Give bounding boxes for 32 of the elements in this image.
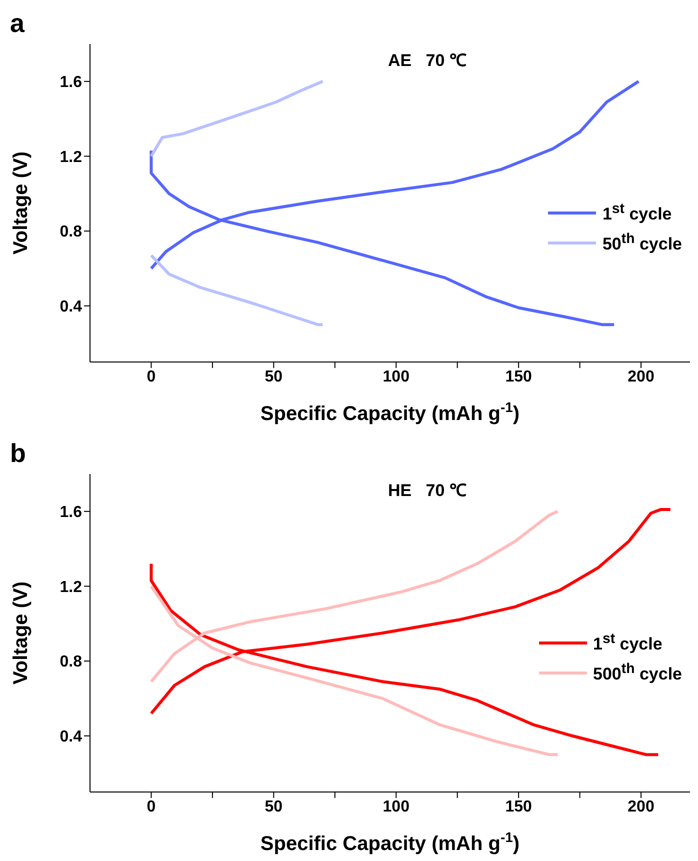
x-tick-label: 150: [505, 798, 532, 816]
y-axis-title: Voltage (V): [10, 582, 32, 684]
y-tick-label: 0.8: [60, 224, 82, 241]
legend-label: 50$^{th}$ cycle: [602, 231, 682, 255]
x-axis-title: Specific Capacity (mAh g$^{-1}$): [260, 829, 520, 855]
chart-title: b: [10, 438, 26, 469]
line-series: [150, 80, 324, 158]
x-tick-label: 0: [146, 798, 156, 816]
x-tick-label: 200: [628, 798, 654, 816]
y-tick-label: 0.4: [60, 728, 82, 746]
legend-label: 1$^{st}$ cycle: [592, 631, 662, 655]
x-tick-label: 0: [146, 368, 156, 386]
annotation: HE 70 ℃: [388, 480, 466, 501]
x-tick-label: 150: [505, 368, 532, 386]
legend-label: 1$^{st}$ cycle: [602, 201, 672, 225]
chart-title: a: [10, 8, 24, 39]
legend-label: 500$^{th}$ cycle: [592, 661, 682, 685]
annotation: AE 70 ℃: [388, 50, 466, 71]
x-tick-label: 200: [628, 368, 654, 386]
y-tick-label: 0.8: [60, 654, 82, 671]
y-axis-title: Voltage (V): [10, 152, 32, 254]
y-tick-label: 0.4: [60, 298, 82, 316]
x-tick-label: 100: [382, 368, 410, 386]
y-tick-label: 1.6: [60, 74, 82, 92]
line-series: [150, 254, 324, 326]
x-tick-label: 100: [382, 798, 410, 816]
x-axis-title: Specific Capacity (mAh g$^{-1}$): [260, 399, 520, 425]
y-tick-label: 1.6: [60, 504, 82, 522]
x-tick-label: 50: [264, 798, 283, 816]
y-tick-label: 1.2: [60, 148, 82, 166]
y-tick-label: 1.2: [60, 578, 82, 596]
x-tick-label: 50: [264, 368, 283, 386]
